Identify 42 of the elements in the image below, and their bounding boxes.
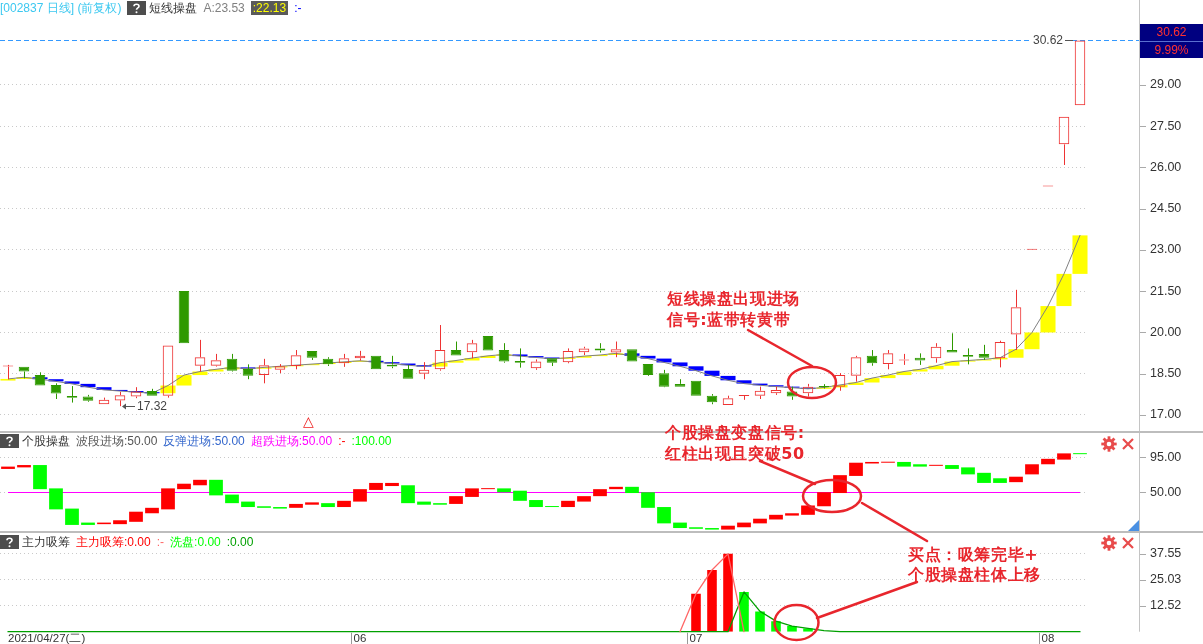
y-tick-label: 25.03 xyxy=(1150,572,1182,587)
y-tick-label: 37.55 xyxy=(1150,546,1182,561)
annotation: 短线操盘出现进场信号:蓝带转黄带 xyxy=(667,288,801,330)
text: 9.99% xyxy=(1140,41,1203,58)
y-tick-label: 12.52 xyxy=(1150,598,1182,613)
annotation: 买点：吸筹完毕+个股操盘柱体上移 xyxy=(908,545,1042,585)
y-tick-label: 17.00 xyxy=(1150,407,1182,422)
x-tick-label: 06 xyxy=(353,631,367,644)
chart-subtitle: 短线操盘 xyxy=(149,1,198,15)
x-tick-label: 08 xyxy=(1041,631,1055,644)
chart-title: 个股操盘 xyxy=(22,434,70,448)
text: :- xyxy=(156,535,165,549)
y-tick-label: 27.50 xyxy=(1150,118,1182,133)
ref-line-label: 超跌进场:50.00 xyxy=(250,434,333,448)
y-tick-label: 26.00 xyxy=(1150,159,1182,174)
y-tick-label: 95.00 xyxy=(1150,449,1182,464)
y-tick-label: 50.00 xyxy=(1150,484,1182,499)
annotation: 波段进场:50.00 xyxy=(76,434,158,448)
text: A:23.53 xyxy=(203,1,245,15)
chart-title: 主力吸筹 xyxy=(22,535,70,549)
y-tick-label: 18.50 xyxy=(1150,366,1182,381)
annotation: 17.32 xyxy=(137,398,168,413)
text: 主力吸筹:0.00 xyxy=(76,535,151,549)
x-tick-label: 07 xyxy=(689,631,703,644)
text: :- xyxy=(338,434,346,448)
y-tick-label: 24.50 xyxy=(1150,201,1182,216)
y-tick-label: 29.00 xyxy=(1150,77,1182,92)
y-tick-label: 21.50 xyxy=(1150,283,1182,298)
text: 30.62 xyxy=(1140,24,1203,41)
y-tick-label: 20.00 xyxy=(1150,324,1182,339)
text: :- xyxy=(294,1,302,15)
annotation: 反弹进场:50.00 xyxy=(163,434,245,448)
text: 洗盘:0.00 xyxy=(170,535,221,549)
text: :100.00 xyxy=(351,434,392,448)
annotation: 2021/04/27(二) xyxy=(8,631,86,644)
annotation: 个股操盘变盘信号:红柱出现且突破50 xyxy=(665,422,806,464)
text: :22.13 xyxy=(250,1,289,15)
chart-title: [002837 日线] (前复权) xyxy=(0,1,122,15)
annotation: 30.62 xyxy=(1032,32,1064,47)
y-tick-label: 23.00 xyxy=(1150,242,1182,257)
annotation: △ xyxy=(303,413,314,430)
text: :0.00 xyxy=(226,535,254,549)
